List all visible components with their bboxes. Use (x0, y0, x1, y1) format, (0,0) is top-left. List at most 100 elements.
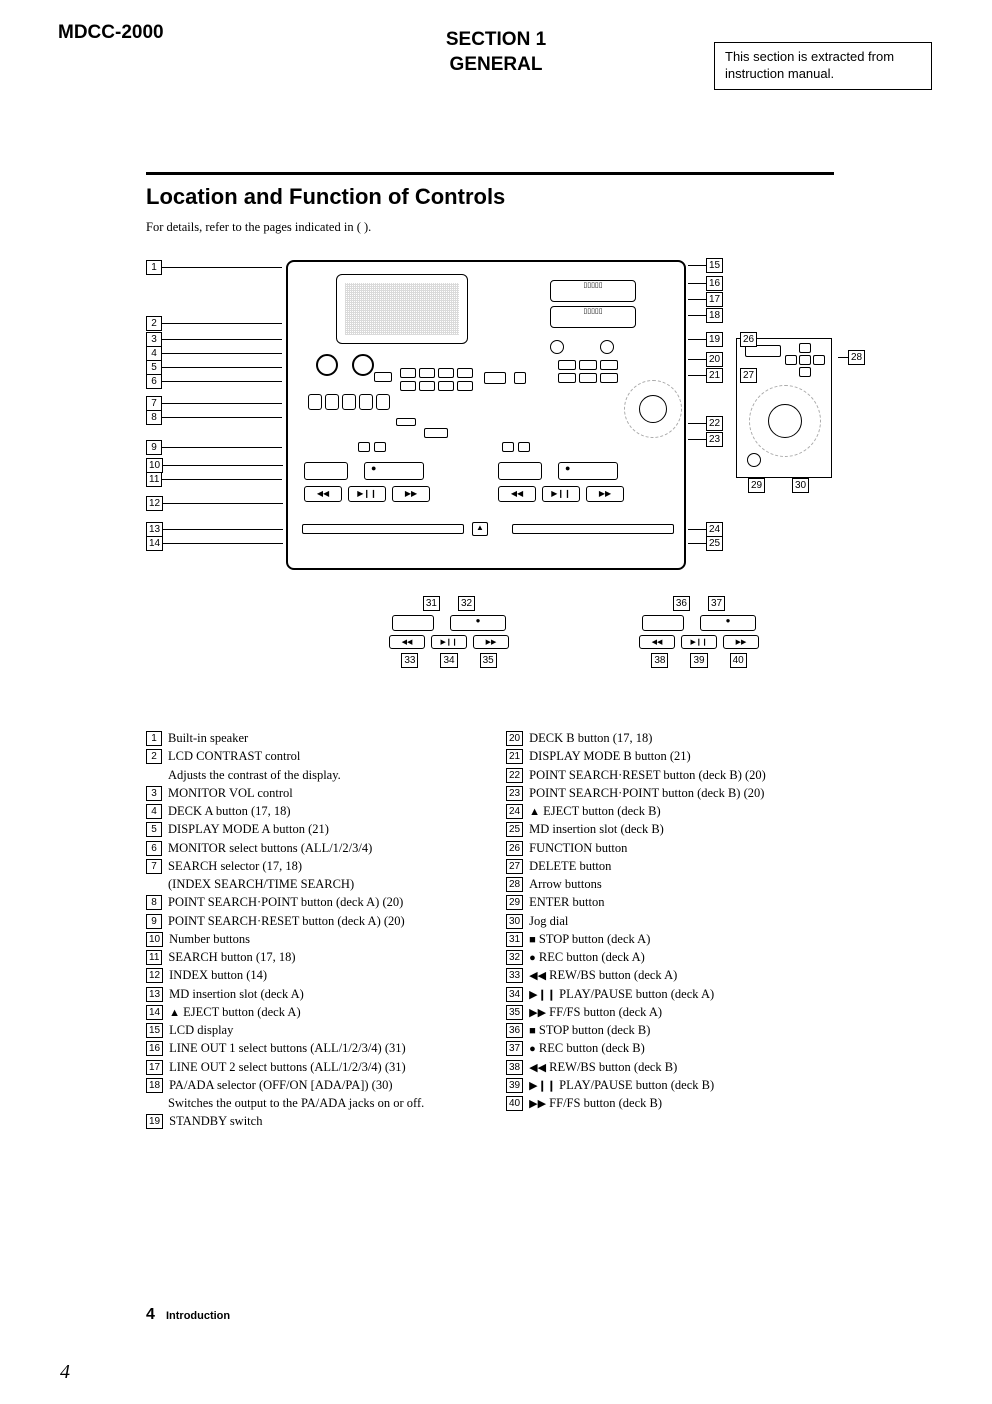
md-slot-b (512, 524, 674, 534)
callout-25: 25 (688, 536, 723, 551)
eject-a: ▲ (472, 522, 488, 536)
legend-item-7-sub: (INDEX SEARCH/TIME SEARCH) (146, 876, 486, 893)
deck-a-callout: 3132 ● ◀◀▶❙❙▶▶ 333435 (364, 596, 534, 668)
legend-item-26: 26FUNCTION button (506, 840, 846, 857)
divider (146, 172, 834, 175)
page-title: Location and Function of Controls (146, 184, 505, 210)
deck-b-controls: ◀◀▶❙❙▶▶ (498, 462, 678, 502)
callout-20: 20 (688, 352, 723, 367)
callout-13: 13 (146, 522, 283, 537)
callout-28: 28 (838, 350, 865, 365)
legend-item-16: 16LINE OUT 1 select buttons (ALL/1/2/3/4… (146, 1040, 486, 1057)
callout-18: 18 (688, 308, 723, 323)
vu-meter-a: ▯▯▯▯▯ (550, 280, 636, 302)
legend-item-37: 37● REC button (deck B) (506, 1040, 846, 1057)
legend-item-39: 39▶❙❙ PLAY/PAUSE button (deck B) (506, 1077, 846, 1094)
remote-jog (749, 385, 821, 457)
callout-27: 27 (740, 368, 757, 383)
legend-item-24: 24▲ EJECT button (deck B) (506, 803, 846, 820)
callout-35: 35 (480, 653, 497, 668)
device-outline: ▯▯▯▯▯ ▯▯▯▯▯ ◀◀▶❙❙▶▶ ◀◀▶❙❙▶▶ ▲ (286, 260, 686, 570)
deck-b-callout: 3637 ● ◀◀▶❙❙▶▶ 383940 (614, 596, 784, 668)
mode-b-btn (514, 372, 526, 384)
callout-16: 16 (688, 276, 723, 291)
legend-item-17: 17LINE OUT 2 select buttons (ALL/1/2/3/4… (146, 1059, 486, 1076)
index-button (424, 428, 448, 438)
legend-item-32: 32● REC button (deck A) (506, 949, 846, 966)
legend-item-36: 36■ STOP button (deck B) (506, 1022, 846, 1039)
legend-item-4: 4DECK A button (17, 18) (146, 803, 486, 820)
callout-40: 40 (730, 653, 747, 668)
deck-a-switch (374, 372, 392, 382)
jog-dial (624, 380, 682, 438)
legend-col-right: 20DECK B button (17, 18)21DISPLAY MODE B… (506, 730, 846, 1132)
knob-row (550, 338, 650, 356)
legend-item-18: 18PA/ADA selector (OFF/ON [ADA/PA]) (30) (146, 1077, 486, 1094)
legend-item-34: 34▶❙❙ PLAY/PAUSE button (deck A) (506, 986, 846, 1003)
legend-item-40: 40▶▶ FF/FS button (deck B) (506, 1095, 846, 1112)
deck-b-buttons (558, 360, 618, 383)
legend-item-28: 28Arrow buttons (506, 876, 846, 893)
legend-item-3: 3MONITOR VOL control (146, 785, 486, 802)
callout-8: 8 (146, 410, 282, 425)
legend-item-25: 25MD insertion slot (deck B) (506, 821, 846, 838)
legend-item-38: 38◀◀ REW/BS button (deck B) (506, 1059, 846, 1076)
callout-12: 12 (146, 496, 283, 511)
callout-4: 4 (146, 346, 282, 361)
md-slot-a (302, 524, 464, 534)
details-note: For details, refer to the pages indicate… (146, 220, 371, 235)
legend-item-23: 23POINT SEARCH·POINT button (deck B) (20… (506, 785, 846, 802)
callout-38: 38 (651, 653, 668, 668)
footer-page: 4 (146, 1306, 155, 1323)
search-selector (396, 418, 416, 426)
legend-item-30: 30Jog dial (506, 913, 846, 930)
legend-item-5: 5DISPLAY MODE A button (21) (146, 821, 486, 838)
callout-6: 6 (146, 374, 282, 389)
legend-item-15: 15LCD display (146, 1022, 486, 1039)
arrow-buttons (785, 343, 825, 377)
deck-callouts: 3132 ● ◀◀▶❙❙▶▶ 333435 3637 ● ◀◀▶❙❙▶▶ 383… (364, 596, 784, 668)
number-buttons (308, 394, 390, 410)
point-search-a (358, 442, 386, 452)
monitor-buttons (400, 368, 473, 391)
legend-item-29: 29ENTER button (506, 894, 846, 911)
mode-a-btn (484, 372, 506, 384)
callout-37: 37 (708, 596, 725, 611)
legend-item-6: 6MONITOR select buttons (ALL/1/2/3/4) (146, 840, 486, 857)
legend-item-10: 10Number buttons (146, 931, 486, 948)
callout-5: 5 (146, 360, 282, 375)
callout-34: 34 (440, 653, 457, 668)
callout-3: 3 (146, 332, 282, 347)
legend-item-2: 2LCD CONTRAST control (146, 748, 486, 765)
legend-item-18-sub: Switches the output to the PA/ADA jacks … (146, 1095, 486, 1112)
legend-item-12: 12INDEX button (14) (146, 967, 486, 984)
legend-item-9: 9POINT SEARCH·RESET button (deck A) (20) (146, 913, 486, 930)
extract-note: This section is extracted from instructi… (714, 42, 932, 90)
callout-21: 21 (688, 368, 723, 383)
contrast-vol-knobs (316, 354, 374, 376)
lcd-display (336, 274, 468, 344)
callout-1: 1 (146, 260, 282, 275)
legend-item-11: 11SEARCH button (17, 18) (146, 949, 486, 966)
callout-24: 24 (688, 522, 723, 537)
callout-14: 14 (146, 536, 283, 551)
callout-11: 11 (146, 472, 282, 487)
legend-item-27: 27DELETE button (506, 858, 846, 875)
footer-section: Introduction (166, 1310, 230, 1322)
callout-29: 29 (748, 478, 765, 493)
callout-15: 15 (688, 258, 723, 273)
legend-item-31: 31■ STOP button (deck A) (506, 931, 846, 948)
deck-a-controls: ◀◀▶❙❙▶▶ (304, 462, 484, 502)
enter-button (747, 453, 761, 467)
callout-31: 31 (423, 596, 440, 611)
legend-item-1: 1Built-in speaker (146, 730, 486, 747)
callout-30: 30 (792, 478, 809, 493)
legend-item-8: 8POINT SEARCH·POINT button (deck A) (20) (146, 894, 486, 911)
legend-item-7: 7SEARCH selector (17, 18) (146, 858, 486, 875)
callout-9: 9 (146, 440, 282, 455)
legend-item-2-sub: Adjusts the contrast of the display. (146, 767, 486, 784)
callout-39: 39 (690, 653, 707, 668)
legend-item-13: 13MD insertion slot (deck A) (146, 986, 486, 1003)
remote-outline (736, 338, 832, 478)
callout-19: 19 (688, 332, 723, 347)
